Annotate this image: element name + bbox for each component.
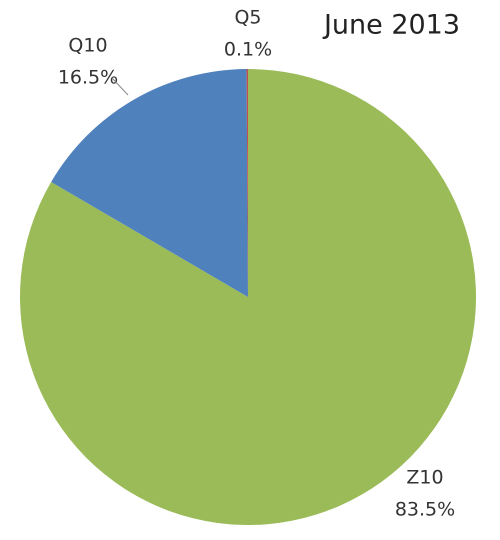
slice-name: Q10 xyxy=(68,35,107,57)
slice-label: 16.5% xyxy=(58,67,118,89)
pie-slice xyxy=(20,69,476,525)
slice-label: 0.1% xyxy=(224,39,272,61)
slice-name: Q5 xyxy=(234,7,261,29)
pie-slice xyxy=(246,69,248,297)
chart-title: June 2013 xyxy=(322,10,460,41)
slice-label: 83.5% xyxy=(395,499,455,521)
leader-line xyxy=(111,77,129,96)
pie-slice xyxy=(51,69,248,298)
slice-name: Z10 xyxy=(406,467,443,489)
